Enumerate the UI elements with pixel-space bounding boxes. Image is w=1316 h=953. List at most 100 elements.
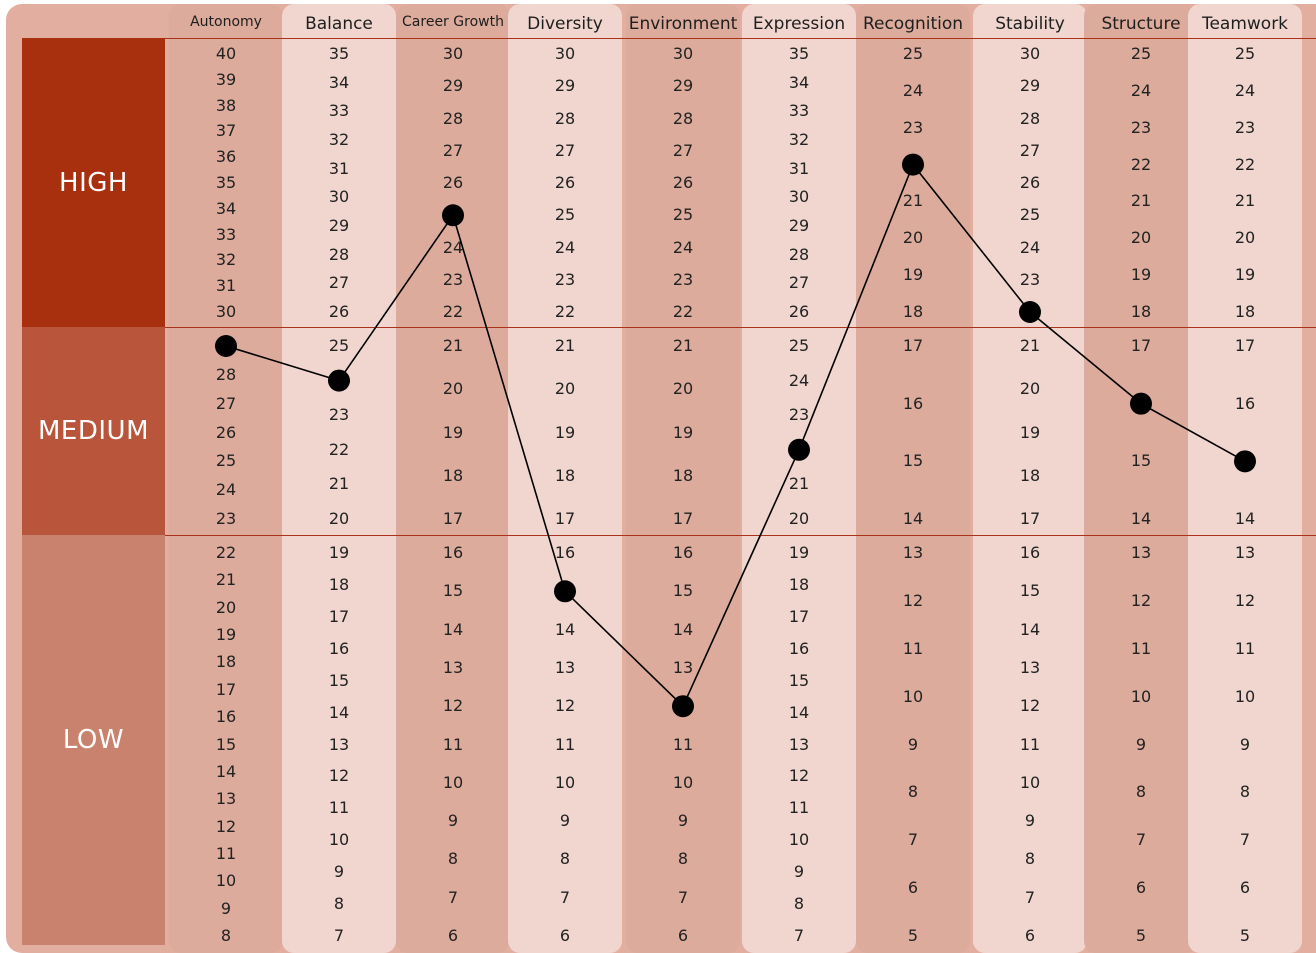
scale-number: 19 [1234,265,1256,285]
scale-number: 20 [328,509,350,528]
scale-number: 29 [672,76,694,96]
scale-number: 15 [672,581,694,601]
scale-number: 26 [788,302,810,321]
scale-number: 7 [447,887,459,907]
scale-number: 13 [902,543,924,562]
scale-number: 20 [1234,228,1256,248]
scale-number: 22 [215,543,237,562]
scale-number: 24 [442,237,464,257]
scale-number: 24 [672,237,694,257]
scale-number: 15 [328,670,350,690]
scale-number: 19 [788,543,810,562]
scale-number: 9 [677,811,689,831]
band-medium-label: MEDIUM [22,327,165,535]
scale-number: 11 [554,734,576,754]
scale-number: 17 [554,509,576,528]
scale-number: 14 [554,619,576,639]
scale-number: 12 [554,696,576,716]
scale-number: 39 [215,69,237,89]
scale-number: 29 [442,76,464,96]
scale-number: 15 [1019,581,1041,601]
scale-number: 9 [1239,734,1251,754]
scale-number: 28 [215,364,237,384]
scale-number: 20 [1019,379,1041,399]
scale-number: 28 [554,108,576,128]
scale-number: 13 [442,657,464,677]
scale-number: 21 [902,191,924,211]
scale-number: 29 [554,76,576,96]
scale-number: 19 [215,625,237,645]
scale-number: 28 [672,108,694,128]
scale-number: 37 [215,121,237,141]
scale-number: 20 [1130,228,1152,248]
scale-number: 30 [554,44,576,63]
scale-number: 33 [328,101,350,121]
scale-number: 12 [1019,696,1041,716]
scale-number: 16 [328,638,350,658]
scale-number: 16 [788,638,810,658]
scale-number: 20 [788,509,810,528]
scale-number: 13 [554,657,576,677]
scale-number: 6 [1239,878,1251,898]
scale-number: 13 [328,734,350,754]
scale-number: 27 [554,140,576,160]
scale-number: 29 [788,216,810,235]
scale-number: 19 [554,422,576,442]
scale-number: 12 [442,696,464,716]
scale-number: 10 [442,772,464,792]
scale-number: 27 [788,273,810,293]
scale-number: 9 [559,811,571,831]
scale-number: 11 [788,798,810,818]
column-header: Teamwork [1201,14,1289,34]
scale-number: 11 [672,734,694,754]
scale-number: 23 [1234,117,1256,137]
scale-number: 9 [907,734,919,754]
scale-number: 28 [788,244,810,264]
scale-number: 18 [328,574,350,594]
header-divider-line [165,38,1316,39]
scale-number: 5 [907,926,919,945]
scale-number: 35 [328,44,350,63]
scale-number: 8 [559,849,571,869]
column-header: Environment [628,14,738,34]
scale-number: 10 [1234,686,1256,706]
profile-line-segment [225,345,340,382]
scale-number: 22 [442,302,464,321]
scale-number: 22 [1130,154,1152,174]
scale-number: 26 [215,422,237,442]
scale-number: 33 [215,224,237,244]
scale-number: 24 [902,80,924,100]
scale-number: 26 [328,302,350,321]
scale-number: 24 [1130,80,1152,100]
scale-number: 11 [902,638,924,658]
scale-number: 9 [793,862,805,882]
scale-number: 25 [554,205,576,225]
scale-number: 16 [554,543,576,562]
column-header: Autonomy [190,14,262,30]
scale-number: 10 [1019,772,1041,792]
scale-number: 18 [442,465,464,485]
scale-number: 36 [215,147,237,167]
scale-number: 22 [1234,154,1256,174]
scale-number: 25 [215,451,237,471]
scale-number: 17 [328,606,350,626]
scale-number: 8 [447,849,459,869]
scale-number: 12 [902,590,924,610]
scale-number: 6 [447,926,459,945]
scale-number: 27 [442,140,464,160]
scale-number: 11 [215,843,237,863]
scale-number: 12 [215,816,237,836]
scale-number: 23 [672,269,694,289]
scale-number: 11 [1019,734,1041,754]
scale-number: 16 [215,707,237,727]
profile-point [215,335,237,357]
scale-number: 7 [1024,887,1036,907]
scale-number: 30 [1019,44,1041,63]
scale-number: 6 [907,878,919,898]
scale-number: 23 [442,269,464,289]
scale-number: 23 [215,509,237,528]
column-header: Recognition [862,14,964,34]
scale-number: 25 [1234,44,1256,63]
scale-number: 21 [1130,191,1152,211]
profile-line-segment [452,215,566,592]
